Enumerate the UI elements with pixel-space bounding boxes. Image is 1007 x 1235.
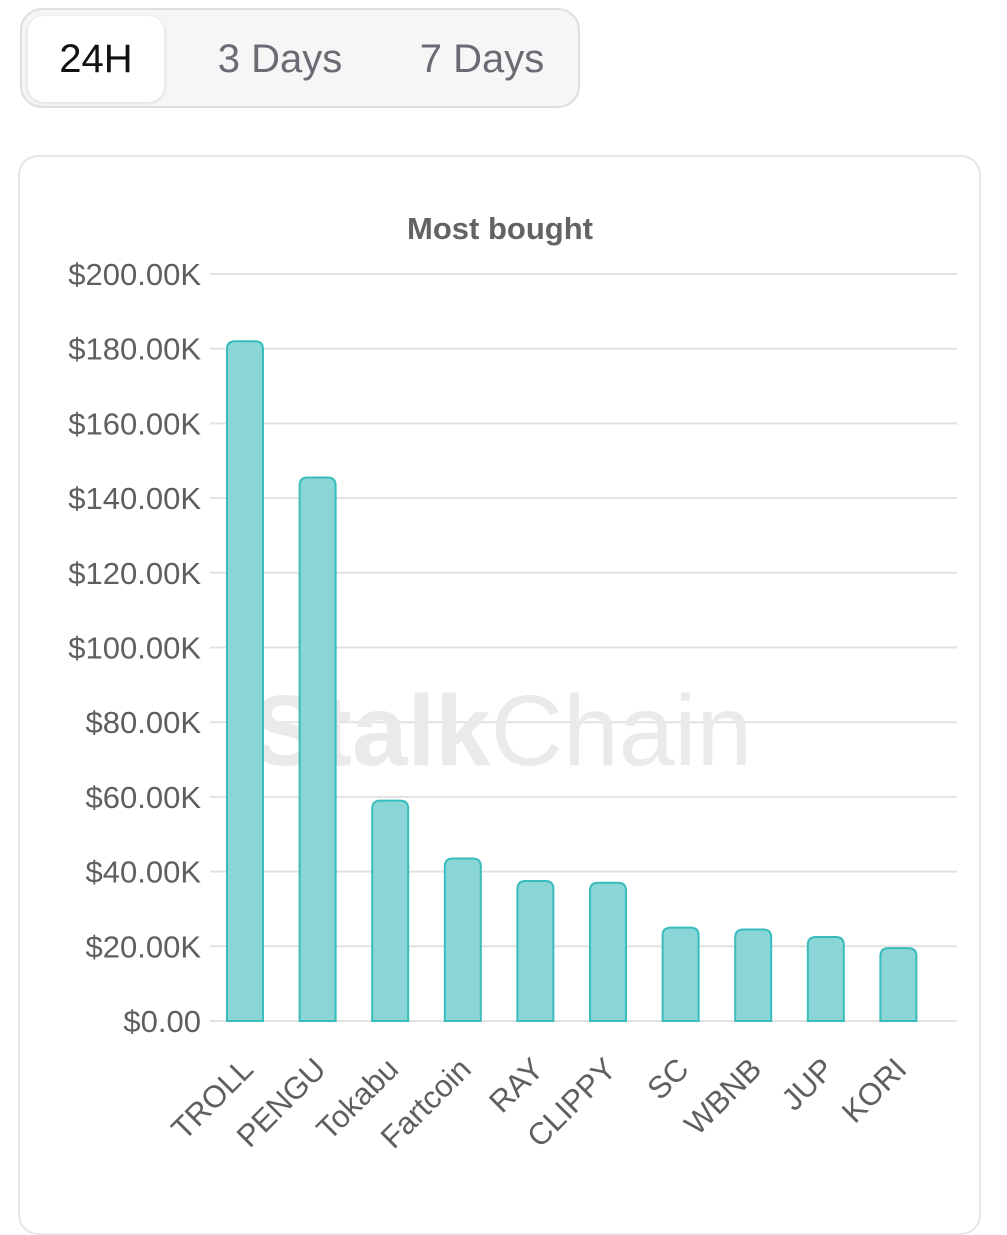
y-tick-label: $20.00K — [86, 929, 202, 964]
tab-3-days[interactable]: 3 Days — [217, 37, 343, 81]
y-axis-ticks: $0.00 $20.00K $40.00K $60.00K $80.00K $100.00… — [68, 257, 201, 1039]
y-tick-label: $0.00 — [123, 1004, 201, 1039]
x-tick-label: JUP — [775, 1051, 841, 1117]
timeframe-tabs: 24H 3 Days 7 Days — [20, 8, 580, 108]
y-tick-label: $120.00K — [68, 556, 201, 591]
bar-jup[interactable] — [806, 935, 845, 1022]
y-tick-label: $40.00K — [86, 855, 202, 890]
y-tick-label: $140.00K — [68, 481, 201, 516]
bar-pengu[interactable] — [298, 476, 337, 1022]
tab-24h[interactable]: 24H — [28, 16, 164, 102]
bar-tokabu[interactable] — [371, 799, 410, 1022]
bars — [226, 340, 918, 1022]
bar-ray[interactable] — [516, 879, 555, 1022]
y-tick-label: $60.00K — [86, 780, 202, 815]
bar-clippy[interactable] — [589, 881, 627, 1022]
bar-troll[interactable] — [226, 340, 264, 1022]
x-tick-label: WBNB — [678, 1051, 769, 1142]
y-tick-label: $200.00K — [68, 257, 201, 292]
chart-card: StalkChain Most bought $0.00 $20.00K $40.0… — [18, 155, 981, 1235]
y-tick-label: $180.00K — [68, 332, 201, 367]
watermark: StalkChain — [252, 675, 752, 787]
chart-title: Most bought — [407, 211, 593, 246]
tab-7-days[interactable]: 7 Days — [419, 37, 545, 81]
x-tick-label: SC — [640, 1051, 695, 1106]
y-tick-label: $100.00K — [68, 631, 201, 666]
watermark-light: Chain — [491, 675, 752, 787]
y-tick-label: $160.00K — [68, 406, 201, 441]
y-tick-label: $80.00K — [86, 705, 202, 740]
x-tick-label: KORI — [835, 1051, 913, 1129]
bar-sc[interactable] — [661, 926, 700, 1022]
bar-fartcoin[interactable] — [443, 857, 482, 1022]
most-bought-chart: StalkChain Most bought $0.00 $20.00K $40.0… — [68, 211, 957, 1155]
bar-wbnb[interactable] — [734, 928, 773, 1022]
bar-kori[interactable] — [879, 947, 918, 1022]
watermark-bold: Stalk — [252, 675, 491, 787]
